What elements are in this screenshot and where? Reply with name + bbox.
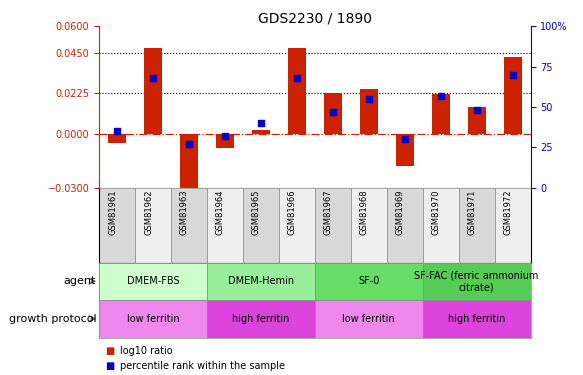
Bar [99, 300, 207, 338]
Text: DMEM-FBS: DMEM-FBS [127, 276, 180, 286]
Point [436, 93, 445, 99]
Bar [288, 48, 306, 134]
Text: low ferritin: low ferritin [127, 314, 180, 324]
Point [292, 75, 301, 81]
Text: GSM81965: GSM81965 [252, 190, 261, 235]
Point [113, 128, 122, 134]
Text: GSM81964: GSM81964 [216, 190, 225, 235]
Bar [423, 188, 459, 262]
Bar [315, 188, 351, 262]
Bar [99, 188, 135, 262]
Text: GSM81966: GSM81966 [288, 190, 297, 236]
Bar [459, 188, 494, 262]
Bar [171, 188, 207, 262]
Text: high ferritin: high ferritin [448, 314, 505, 324]
Bar [315, 262, 423, 300]
Text: GSM81961: GSM81961 [108, 190, 117, 235]
Bar [180, 134, 198, 195]
Text: growth protocol: growth protocol [9, 314, 96, 324]
Point [184, 141, 194, 147]
Text: agent: agent [64, 276, 96, 286]
Point [148, 75, 157, 81]
Point [364, 96, 373, 102]
Bar [216, 134, 234, 148]
Bar [252, 130, 270, 134]
Text: GDS2230 / 1890: GDS2230 / 1890 [258, 11, 372, 25]
Bar [387, 188, 423, 262]
Bar [315, 300, 423, 338]
Bar [207, 262, 315, 300]
Point [256, 120, 265, 126]
Text: GSM81967: GSM81967 [324, 190, 333, 236]
Point [220, 133, 230, 139]
Text: GSM81962: GSM81962 [144, 190, 153, 235]
Text: GSM81970: GSM81970 [431, 190, 441, 235]
Text: GSM81963: GSM81963 [180, 190, 189, 236]
Bar [494, 188, 531, 262]
Point [328, 109, 338, 115]
Text: DMEM-Hemin: DMEM-Hemin [228, 276, 294, 286]
Bar [468, 107, 486, 134]
Bar [99, 262, 207, 300]
Text: high ferritin: high ferritin [232, 314, 290, 324]
Bar [135, 188, 171, 262]
Bar [423, 262, 531, 300]
Bar [504, 57, 522, 134]
Text: low ferritin: low ferritin [342, 314, 395, 324]
Text: GSM81971: GSM81971 [468, 190, 476, 235]
Text: ■: ■ [105, 361, 114, 370]
Text: SF-0: SF-0 [358, 276, 380, 286]
Text: SF-FAC (ferric ammonium
citrate): SF-FAC (ferric ammonium citrate) [415, 270, 539, 292]
Point [400, 136, 409, 142]
Bar [207, 188, 243, 262]
Bar [243, 188, 279, 262]
Text: log10 ratio: log10 ratio [120, 346, 172, 355]
Bar [431, 94, 449, 134]
Text: GSM81972: GSM81972 [504, 190, 512, 235]
Text: ■: ■ [105, 346, 114, 355]
Bar [144, 48, 162, 134]
Bar [396, 134, 414, 166]
Bar [351, 188, 387, 262]
Bar [324, 93, 342, 134]
Text: GSM81969: GSM81969 [396, 190, 405, 235]
Bar [108, 134, 126, 143]
Bar [423, 300, 531, 338]
Point [472, 107, 481, 113]
Bar [360, 89, 378, 134]
Bar [207, 300, 315, 338]
Text: percentile rank within the sample: percentile rank within the sample [120, 361, 285, 370]
Bar [279, 188, 315, 262]
Text: GSM81968: GSM81968 [360, 190, 368, 236]
Point [508, 72, 517, 78]
